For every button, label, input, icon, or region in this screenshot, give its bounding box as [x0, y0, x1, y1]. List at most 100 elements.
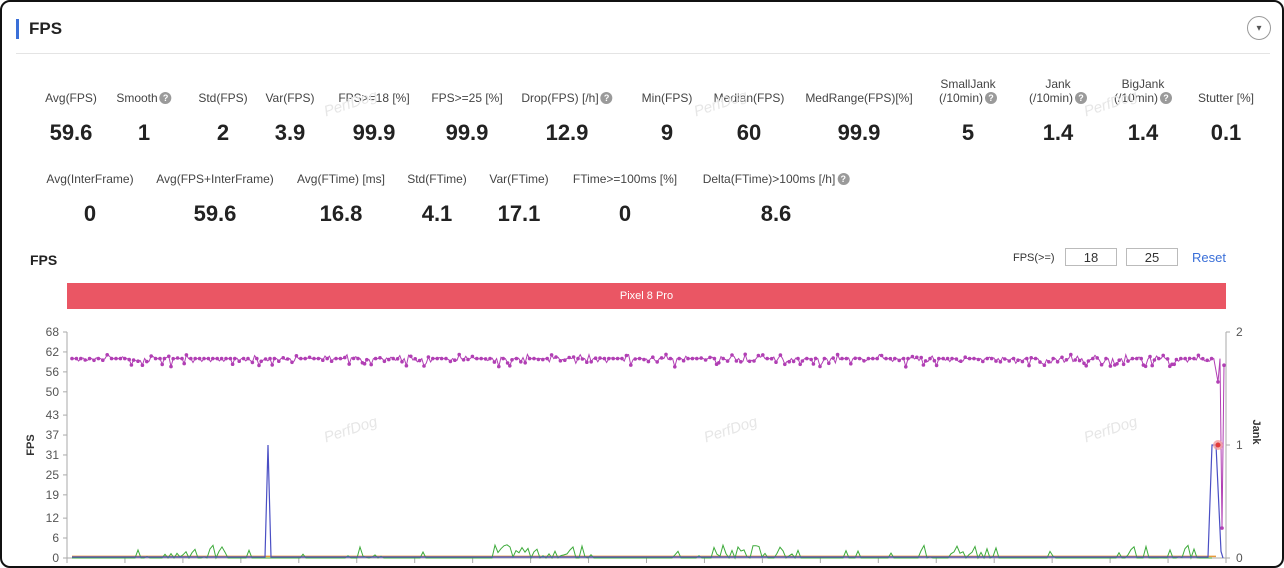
metric-row1-8: Median(FPS) 60: [714, 91, 785, 146]
help-icon[interactable]: ?: [837, 173, 850, 185]
metric-label: Drop(FPS) [/h]?: [521, 91, 613, 105]
device-legend-bar[interactable]: Pixel 8 Pro: [67, 283, 1226, 309]
y-tick-label: 68: [46, 325, 60, 339]
collapse-icon[interactable]: ▾: [1247, 16, 1271, 40]
fps-point: [765, 356, 769, 361]
fps-point: [897, 358, 901, 363]
fps-point: [862, 359, 866, 363]
fps-point: [180, 356, 184, 361]
fps-point: [1055, 360, 1060, 364]
y2-tick-label: 0: [1236, 551, 1243, 565]
metric-row1-4: FPS>=18 [%] 99.9: [338, 91, 409, 146]
metric-value: 60: [736, 120, 762, 145]
metric-label: Var(FTime): [489, 172, 549, 186]
fps-point: [233, 356, 237, 361]
fps-point: [549, 353, 554, 357]
fps-point: [457, 352, 462, 357]
fps-point: [1168, 364, 1172, 369]
fps-point: [307, 355, 312, 360]
fps-point: [83, 358, 87, 362]
fps-point: [646, 359, 651, 364]
fps-point: [96, 356, 101, 361]
help-icon[interactable]: ?: [1160, 92, 1173, 104]
fps-point: [811, 362, 816, 366]
fps-point: [554, 355, 558, 359]
fps-point: [158, 356, 162, 361]
fps-point: [255, 356, 259, 361]
metric-label: Avg(FPS+InterFrame): [156, 172, 274, 186]
fps-point: [1152, 358, 1157, 362]
help-icon[interactable]: ?: [159, 92, 172, 104]
fps-point: [1130, 356, 1135, 361]
fps-point: [105, 353, 109, 357]
fps-point: [888, 356, 893, 361]
metric-row2-6: Delta(FTime)>100ms [/h]? 8.6: [703, 172, 850, 227]
fps-point: [1209, 356, 1214, 361]
fps-point: [136, 359, 140, 364]
fps-point: [831, 356, 835, 360]
fps-point: [488, 356, 492, 361]
fps-point: [633, 357, 637, 361]
fps-point: [712, 356, 717, 361]
fps-point: [404, 363, 409, 368]
fps-point: [1086, 359, 1091, 363]
y-tick-label: 25: [46, 468, 60, 482]
fps-point: [571, 355, 576, 359]
threshold-input-2[interactable]: [1126, 248, 1178, 266]
fps-point: [734, 359, 739, 363]
metric-label: Min(FPS): [641, 91, 693, 105]
metric-value: 59.6: [193, 201, 237, 226]
fps-point: [879, 353, 884, 358]
help-icon[interactable]: ?: [985, 92, 998, 104]
metric-value: 17.1: [497, 201, 541, 226]
y2-axis-label: Jank: [1250, 419, 1262, 445]
metric-label: Avg(InterFrame): [46, 172, 134, 186]
fps-point: [1082, 361, 1086, 366]
fps-point: [796, 356, 800, 361]
fps-point: [395, 357, 400, 361]
metric-label: Std(FTime): [407, 172, 467, 186]
fps-point: [387, 357, 391, 362]
fps-point: [329, 359, 334, 364]
divider: [16, 53, 1270, 54]
metric-value: 1.4: [1127, 120, 1159, 145]
metric-value: 99.9: [352, 120, 396, 145]
help-icon[interactable]: ?: [1075, 92, 1088, 104]
fps-point: [699, 356, 703, 360]
fps-point: [849, 361, 853, 366]
fps-point: [695, 356, 699, 361]
fps-point: [505, 361, 510, 365]
fps-point: [809, 357, 813, 362]
fps-point: [659, 356, 664, 360]
fps-point: [945, 356, 950, 361]
fps-point: [325, 356, 330, 361]
metric-value: 12.9: [545, 120, 589, 145]
fps-point: [1117, 358, 1121, 363]
reset-link[interactable]: Reset: [1192, 250, 1226, 265]
fps-point: [431, 356, 435, 361]
metric-row1-0: Avg(FPS) 59.6: [45, 91, 97, 146]
fps-point: [761, 353, 765, 357]
panel-title: FPS: [29, 19, 63, 38]
fps-point: [303, 356, 308, 361]
metric-value: 0: [83, 201, 97, 226]
metric-label: Delta(FTime)>100ms [/h]?: [703, 172, 850, 186]
fps-point: [593, 356, 598, 361]
fps-point: [1069, 352, 1073, 357]
fps-point: [598, 356, 602, 360]
metric-row1-10: SmallJank (/10min)? 5: [939, 77, 998, 146]
fps-point: [334, 356, 338, 361]
fps-point: [224, 356, 228, 361]
fps-point: [844, 356, 849, 361]
threshold-input-1[interactable]: [1065, 248, 1117, 266]
fps-point: [171, 356, 175, 361]
fps-point: [169, 364, 173, 369]
fps-point: [312, 356, 316, 361]
help-icon[interactable]: ?: [600, 92, 613, 104]
fps-point: [527, 356, 532, 361]
fps-point: [840, 356, 844, 361]
fps-point: [250, 360, 255, 365]
fps-point: [857, 356, 862, 361]
fps-point: [184, 353, 189, 357]
metric-label: Smooth?: [116, 91, 172, 105]
